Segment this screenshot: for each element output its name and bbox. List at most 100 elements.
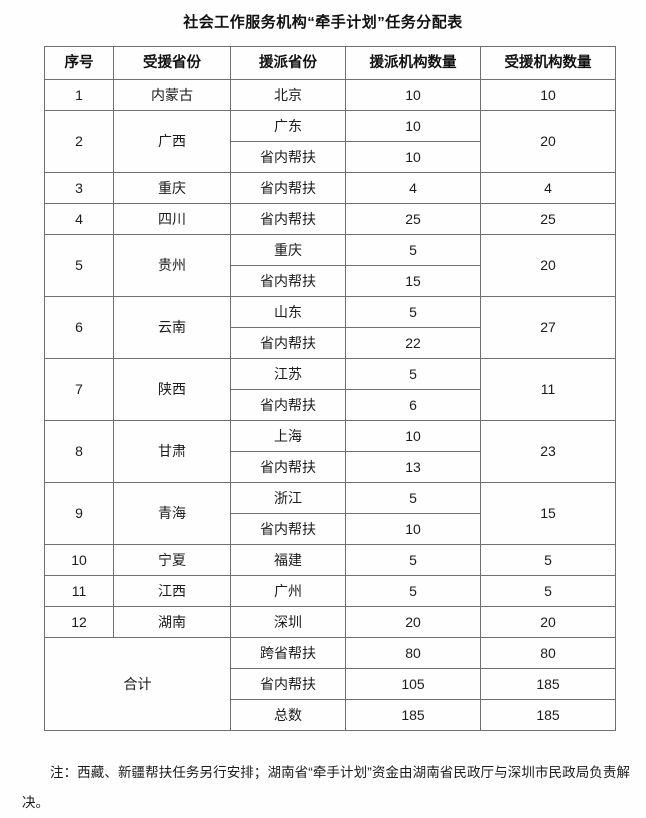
cell-index: 10	[44, 544, 114, 576]
cell-sending-province: 省内帮扶	[230, 451, 346, 483]
cell-index: 2	[44, 110, 114, 173]
table-row: 7 陕西 江苏 5 11	[44, 358, 616, 421]
task-allocation-table: 序号 受援省份 援派省份 援派机构数量 受援机构数量 1 内蒙古 北京 10 10 2 广西…	[44, 46, 616, 731]
total-sending-count: 80	[345, 637, 481, 669]
table-header-row: 序号 受援省份 援派省份 援派机构数量 受援机构数量	[44, 46, 616, 80]
cell-sending-count: 10	[345, 420, 481, 452]
page-title: 社会工作服务机构“牵手计划”任务分配表	[183, 14, 463, 31]
cell-receiving-province: 贵州	[113, 234, 231, 297]
total-sending-count: 185	[345, 699, 481, 731]
cell-sending-province: 广州	[230, 575, 346, 607]
table-row: 1 内蒙古 北京 10 10	[44, 79, 616, 111]
cell-receiving-province: 内蒙古	[113, 79, 231, 111]
cell-index: 6	[44, 296, 114, 359]
table-row: 省内帮扶 15	[45, 265, 616, 297]
column-header-sending-count: 援派机构数量	[345, 46, 481, 80]
cell-index: 3	[44, 172, 114, 204]
cell-sending-count: 20	[345, 606, 481, 638]
cell-sending-province: 省内帮扶	[230, 265, 346, 297]
cell-index: 1	[44, 79, 114, 111]
cell-receiving-province: 湖南	[113, 606, 231, 638]
total-category: 省内帮扶	[230, 668, 346, 700]
table-row: 省内帮扶 6	[45, 389, 616, 421]
cell-receiving-count: 10	[480, 79, 616, 111]
cell-receiving-count: 20	[480, 110, 616, 173]
column-header-sending-province: 援派省份	[230, 46, 346, 80]
cell-receiving-count: 20	[480, 606, 616, 638]
footnote: 注：西藏、新疆帮扶任务另行安排；湖南省“牵手计划”资金由湖南省民政厅与深圳市民政…	[22, 765, 630, 810]
cell-sending-count: 5	[345, 234, 481, 266]
cell-sending-count: 10	[345, 513, 481, 545]
cell-sending-province: 省内帮扶	[230, 327, 346, 359]
cell-index: 12	[44, 606, 114, 638]
cell-receiving-count: 25	[480, 203, 616, 235]
total-label: 合计	[44, 637, 231, 731]
cell-index: 5	[44, 234, 114, 297]
cell-receiving-count: 5	[480, 544, 616, 576]
cell-sending-count: 10	[345, 79, 481, 111]
total-receiving-count: 80	[480, 637, 616, 669]
cell-receiving-count: 23	[480, 420, 616, 483]
total-sending-count: 105	[345, 668, 481, 700]
cell-receiving-province: 广西	[113, 110, 231, 173]
cell-receiving-count: 15	[480, 482, 616, 545]
cell-sending-province: 深圳	[230, 606, 346, 638]
cell-receiving-province: 陕西	[113, 358, 231, 421]
cell-sending-province: 山东	[230, 296, 346, 328]
column-header-index: 序号	[44, 46, 114, 80]
total-row: 合计 跨省帮扶 80 80	[44, 637, 616, 731]
cell-index: 11	[44, 575, 114, 607]
cell-sending-count: 25	[345, 203, 481, 235]
cell-receiving-count: 5	[480, 575, 616, 607]
cell-receiving-count: 27	[480, 296, 616, 359]
cell-sending-province: 省内帮扶	[230, 389, 346, 421]
cell-receiving-province: 四川	[113, 203, 231, 235]
table-row: 12 湖南 深圳 20 20	[44, 606, 616, 638]
cell-receiving-province: 甘肃	[113, 420, 231, 483]
cell-receiving-count: 4	[480, 172, 616, 204]
cell-index: 4	[44, 203, 114, 235]
cell-sending-province: 广东	[230, 110, 346, 142]
total-category: 跨省帮扶	[230, 637, 346, 669]
table-row: 11 江西 广州 5 5	[44, 575, 616, 607]
cell-sending-province: 福建	[230, 544, 346, 576]
cell-receiving-province: 青海	[113, 482, 231, 545]
cell-receiving-province: 云南	[113, 296, 231, 359]
cell-receiving-count: 20	[480, 234, 616, 297]
table-row: 6 云南 山东 5 27	[44, 296, 616, 359]
cell-sending-count: 6	[345, 389, 481, 421]
table-row: 8 甘肃 上海 10 23	[44, 420, 616, 483]
table-row: 省内帮扶 22	[45, 327, 616, 359]
cell-sending-province: 省内帮扶	[230, 141, 346, 173]
column-header-receiving-count: 受援机构数量	[480, 46, 616, 80]
cell-index: 7	[44, 358, 114, 421]
cell-sending-count: 22	[345, 327, 481, 359]
cell-sending-province: 北京	[230, 79, 346, 111]
cell-sending-count: 5	[345, 544, 481, 576]
cell-sending-province: 省内帮扶	[230, 172, 346, 204]
table-row: 9 青海 浙江 5 15	[44, 482, 616, 545]
cell-receiving-province: 重庆	[113, 172, 231, 204]
cell-sending-count: 15	[345, 265, 481, 297]
cell-receiving-count: 11	[480, 358, 616, 421]
cell-receiving-province: 宁夏	[113, 544, 231, 576]
cell-sending-province: 上海	[230, 420, 346, 452]
cell-sending-count: 10	[345, 141, 481, 173]
cell-sending-count: 10	[345, 110, 481, 142]
cell-sending-province: 省内帮扶	[230, 203, 346, 235]
cell-sending-province: 江苏	[230, 358, 346, 390]
cell-sending-count: 5	[345, 296, 481, 328]
column-header-receiving-province: 受援省份	[113, 46, 231, 80]
table-body: 1 内蒙古 北京 10 10 2 广西 广东 10 20 省内帮扶 10 3 重庆 省内帮扶 4 4 4 四川 省内帮…	[44, 79, 616, 731]
table-row: 10 宁夏 福建 5 5	[44, 544, 616, 576]
table-row: 4 四川 省内帮扶 25 25	[44, 203, 616, 235]
cell-sending-count: 5	[345, 575, 481, 607]
cell-receiving-province: 江西	[113, 575, 231, 607]
table-row: 3 重庆 省内帮扶 4 4	[44, 172, 616, 204]
table-row: 2 广西 广东 10 20	[44, 110, 616, 173]
cell-sending-count: 5	[345, 482, 481, 514]
total-receiving-count: 185	[480, 668, 616, 700]
cell-sending-count: 13	[345, 451, 481, 483]
table-row: 5 贵州 重庆 5 20	[44, 234, 616, 297]
